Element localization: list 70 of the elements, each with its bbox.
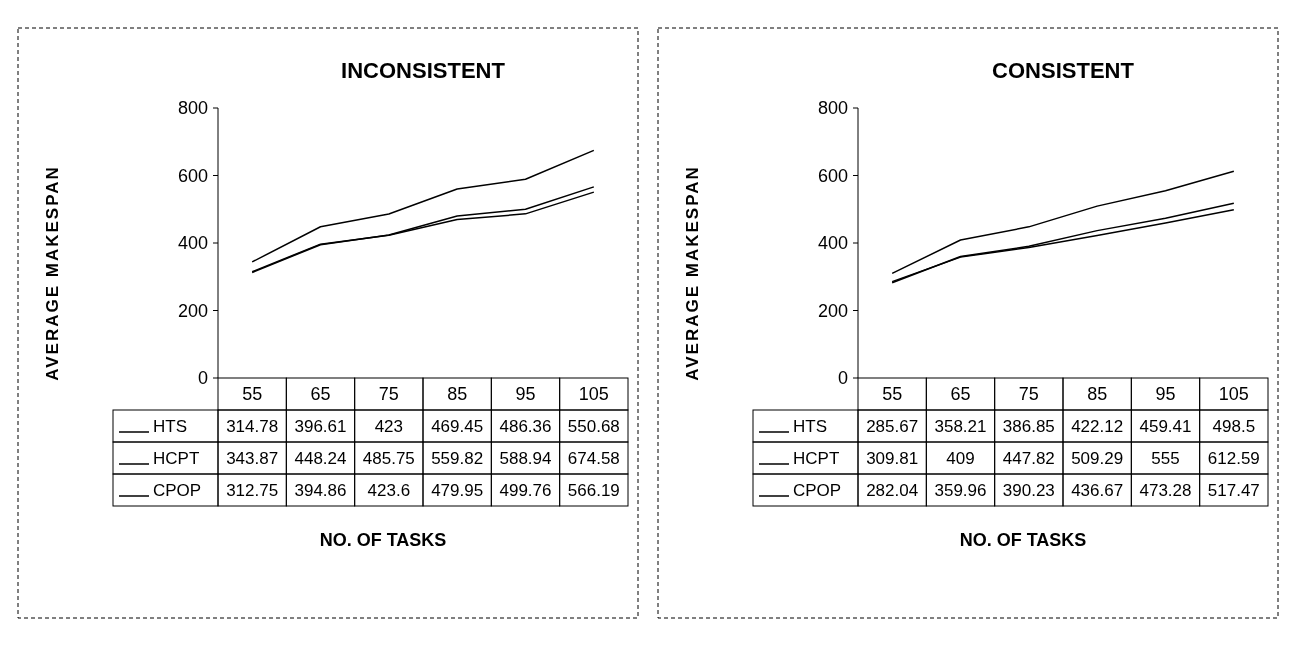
legend-label: HTS xyxy=(153,416,187,436)
data-label: 409 xyxy=(946,448,975,468)
data-label: 358.21 xyxy=(934,416,987,436)
x-tick-label: 105 xyxy=(578,384,609,405)
data-label: 422.12 xyxy=(1071,416,1124,436)
legend-label: CPOP xyxy=(793,480,842,500)
y-tick-label: 400 xyxy=(177,233,208,254)
data-label: 312.75 xyxy=(226,480,279,500)
data-label: 612.59 xyxy=(1207,448,1260,468)
x-tick-label: 85 xyxy=(1087,384,1108,405)
data-label: 309.81 xyxy=(866,448,919,468)
data-label: 588.94 xyxy=(499,448,552,468)
data-label: 359.96 xyxy=(934,480,987,500)
data-label: 486.36 xyxy=(499,416,552,436)
data-label: 314.78 xyxy=(226,416,279,436)
x-axis-title: NO. OF TASKS xyxy=(319,530,447,550)
y-tick-label: 800 xyxy=(177,98,208,119)
y-tick-label: 0 xyxy=(197,368,208,389)
legend-label: HTS xyxy=(793,416,827,436)
y-tick-label: 600 xyxy=(817,165,848,186)
data-label: 517.47 xyxy=(1207,480,1260,500)
data-label: 386.85 xyxy=(1002,416,1055,436)
x-tick-label: 75 xyxy=(378,384,399,405)
x-tick-label: 75 xyxy=(1018,384,1039,405)
y-tick-label: 800 xyxy=(817,98,848,119)
data-label: 499.76 xyxy=(499,480,552,500)
data-label: 423.6 xyxy=(367,480,411,500)
data-label: 509.29 xyxy=(1071,448,1124,468)
data-label: 498.5 xyxy=(1212,416,1256,436)
data-label: 459.41 xyxy=(1139,416,1192,436)
chart-title: INCONSISTENT xyxy=(341,58,506,83)
x-tick-label: 85 xyxy=(447,384,468,405)
data-label: 479.95 xyxy=(431,480,484,500)
legend-label: HCPT xyxy=(793,448,840,468)
legend-label: CPOP xyxy=(153,480,202,500)
data-label: 423 xyxy=(374,416,404,436)
data-label: 343.87 xyxy=(226,448,279,468)
x-tick-label: 105 xyxy=(1218,384,1249,405)
x-axis-title: NO. OF TASKS xyxy=(959,530,1087,550)
y-axis-title: AVERAGE MAKESPAN xyxy=(43,165,62,381)
data-label: 436.67 xyxy=(1071,480,1124,500)
x-tick-label: 95 xyxy=(1155,384,1176,405)
legend-label: HCPT xyxy=(153,448,200,468)
y-tick-label: 200 xyxy=(817,300,848,321)
chart-title: CONSISTENT xyxy=(992,58,1135,83)
data-label: 555 xyxy=(1151,448,1180,468)
data-label: 282.04 xyxy=(866,480,919,500)
data-label: 448.24 xyxy=(294,448,347,468)
data-label: 396.61 xyxy=(294,416,347,436)
data-label: 473.28 xyxy=(1139,480,1192,500)
data-label: 390.23 xyxy=(1002,480,1055,500)
x-tick-label: 55 xyxy=(882,384,903,405)
data-label: 566.19 xyxy=(567,480,620,500)
y-axis-title: AVERAGE MAKESPAN xyxy=(683,165,702,381)
data-label: 447.82 xyxy=(1002,448,1055,468)
data-label: 559.82 xyxy=(431,448,484,468)
x-tick-label: 95 xyxy=(515,384,536,405)
x-tick-label: 65 xyxy=(310,384,331,405)
data-label: 550.68 xyxy=(567,416,620,436)
data-label: 469.45 xyxy=(431,416,484,436)
data-label: 674.58 xyxy=(567,448,620,468)
y-tick-label: 400 xyxy=(817,233,848,254)
y-tick-label: 200 xyxy=(177,300,208,321)
data-label: 485.75 xyxy=(362,448,415,468)
y-tick-label: 600 xyxy=(177,165,208,186)
x-tick-label: 65 xyxy=(950,384,971,405)
data-label: 394.86 xyxy=(294,480,347,500)
y-tick-label: 0 xyxy=(837,368,848,389)
x-tick-label: 55 xyxy=(242,384,263,405)
data-label: 285.67 xyxy=(866,416,919,436)
